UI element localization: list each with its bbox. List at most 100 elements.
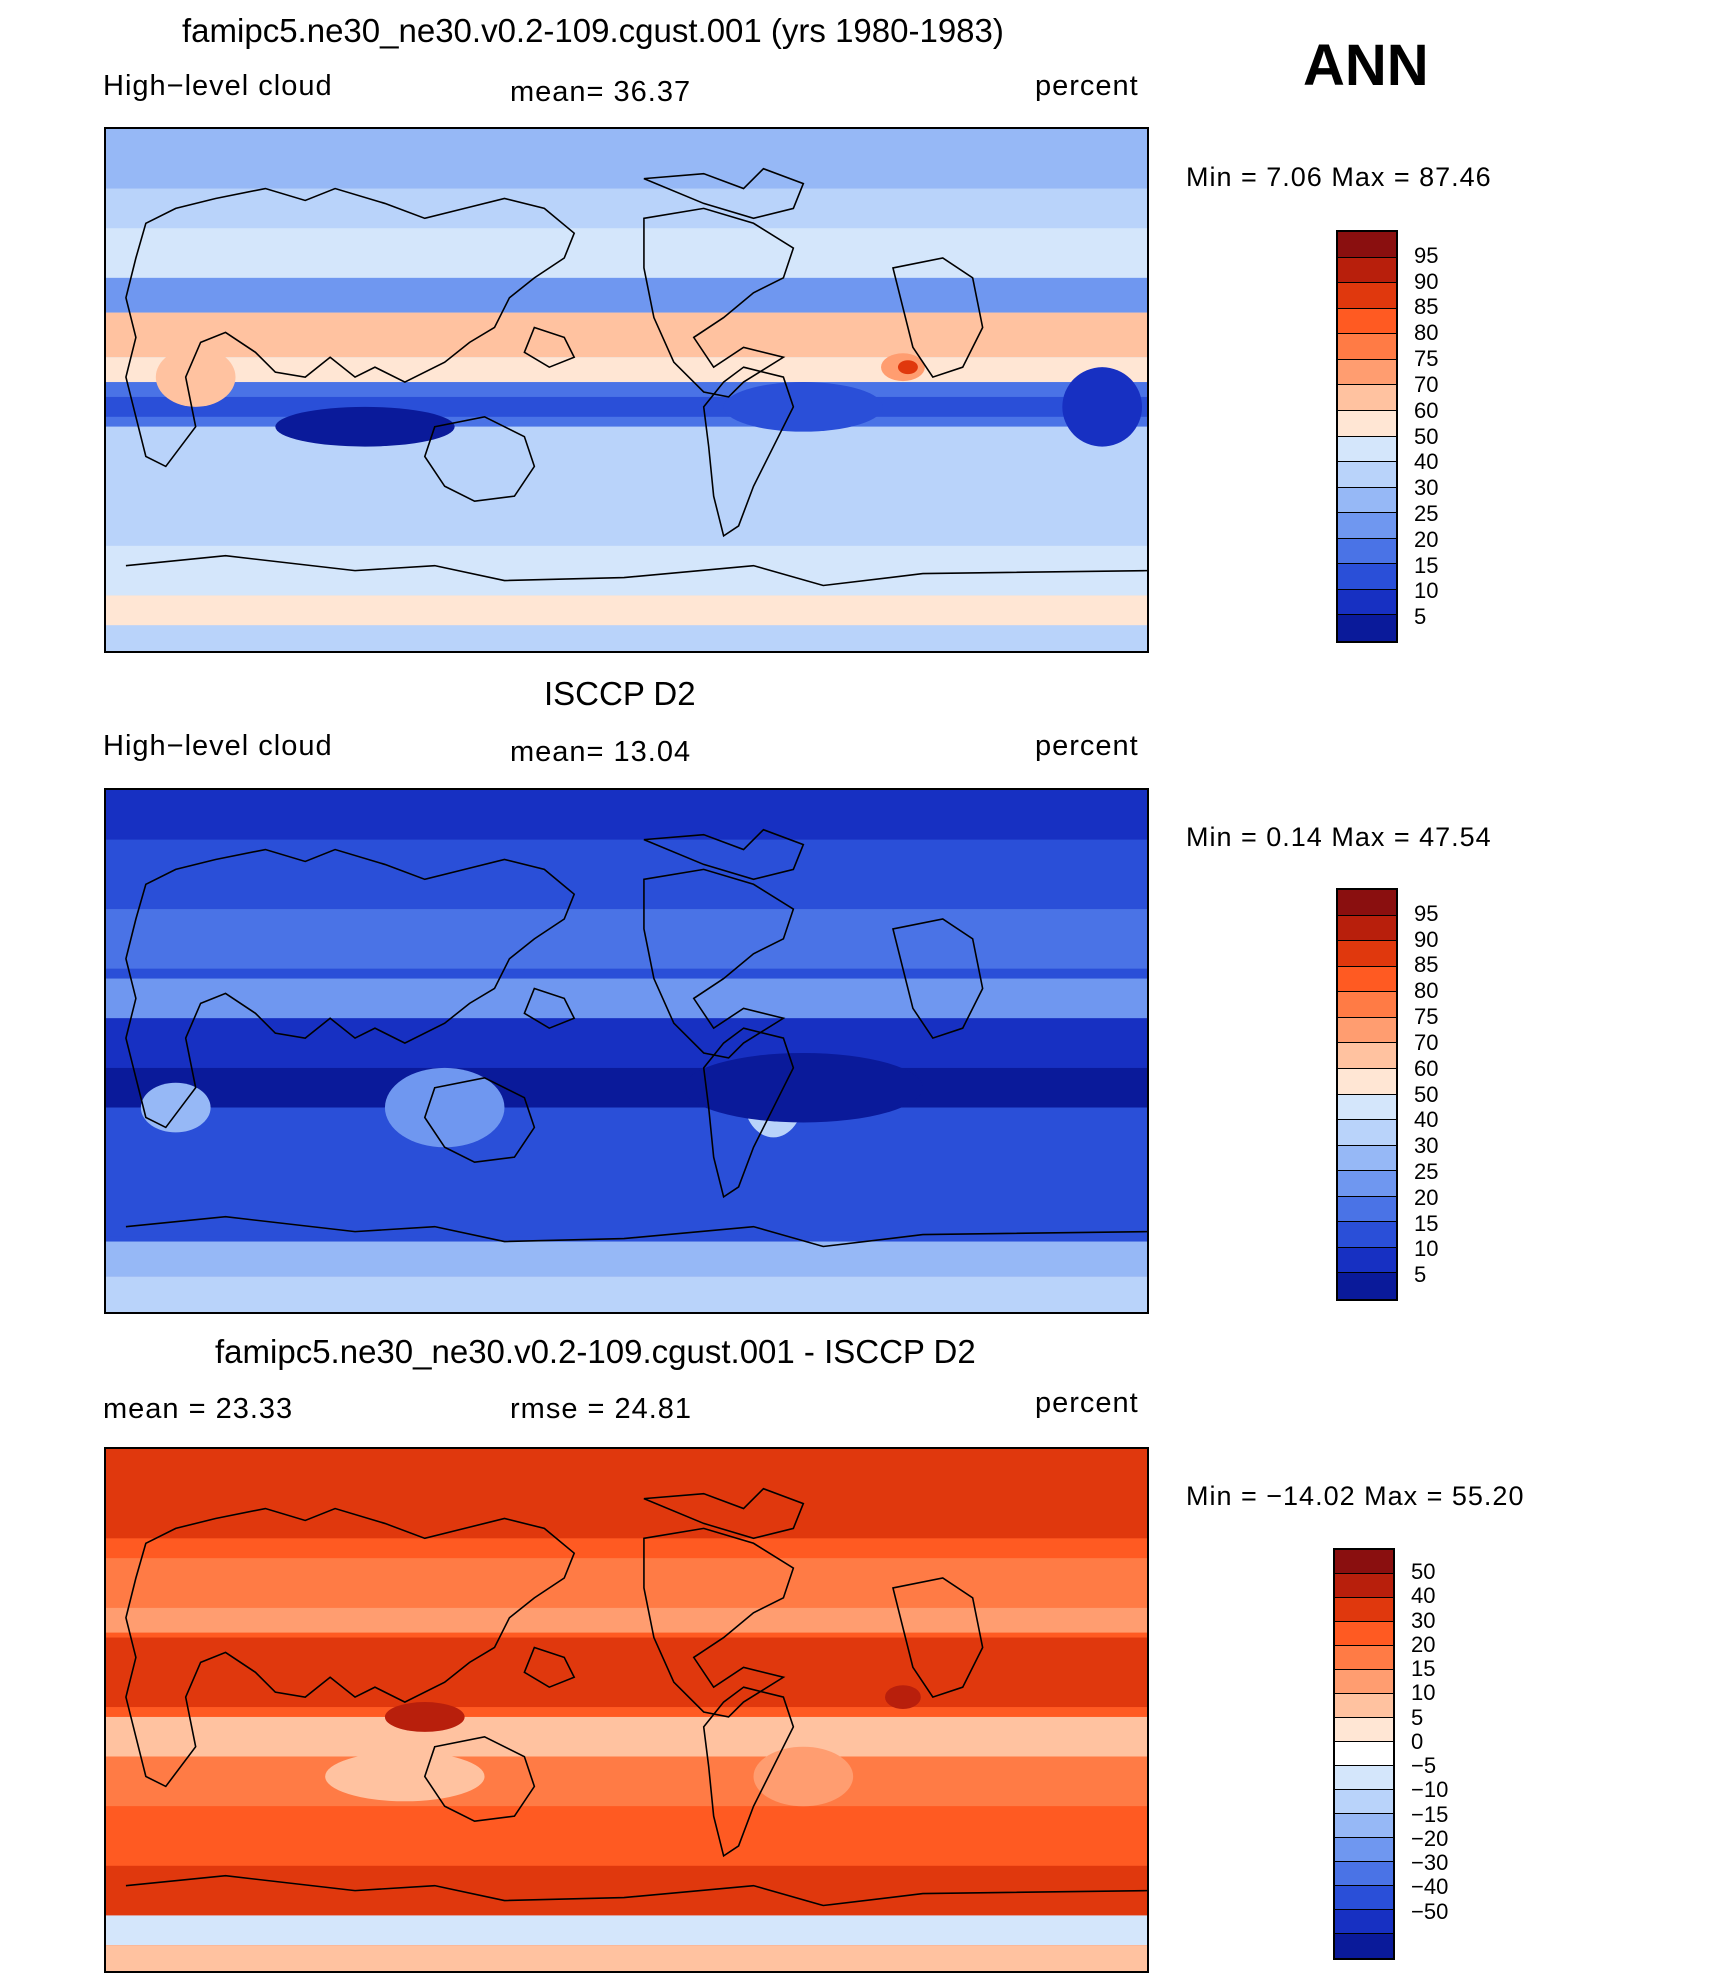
field-blob <box>723 382 884 432</box>
panel1-mean: mean= 36.37 <box>510 76 692 108</box>
season-label: ANN <box>1303 33 1429 98</box>
colorbar-label: −40 <box>1411 1874 1449 1900</box>
colorbar-label: 5 <box>1414 604 1427 630</box>
colorbar-swatch <box>1338 1017 1396 1044</box>
coastline <box>423 415 536 502</box>
colorbar-label: 95 <box>1414 242 1439 268</box>
colorbar-swatch <box>1338 1094 1396 1121</box>
coastline <box>643 1487 805 1540</box>
field-band <box>106 1558 1147 1608</box>
colorbar-swatch <box>1338 915 1396 942</box>
colorbar-swatch <box>1338 410 1396 437</box>
field-band <box>106 277 1147 313</box>
coastline <box>702 1027 795 1199</box>
panel1-units: percent <box>1035 70 1139 102</box>
coastline <box>523 987 576 1030</box>
colorbar-swatch <box>1338 941 1396 967</box>
field-blob <box>384 1702 465 1732</box>
field-band <box>106 1276 1147 1312</box>
coastline <box>643 868 795 1059</box>
colorbar-label: 20 <box>1411 1631 1436 1657</box>
colorbar-swatch <box>1338 589 1396 616</box>
colorbar-swatch <box>1338 283 1396 309</box>
colorbar-swatch <box>1338 308 1396 335</box>
colorbar-swatch <box>1335 1766 1393 1790</box>
colorbar-swatch <box>1338 1273 1396 1299</box>
colorbar-label: 30 <box>1411 1607 1436 1633</box>
colorbar-swatch <box>1338 487 1396 514</box>
panel3-minmax: Min = −14.02 Max = 55.20 <box>1186 1481 1525 1511</box>
panel2-colorbar <box>1336 888 1398 1301</box>
panel1-variable-label: High−level cloud <box>103 70 333 102</box>
colorbar-swatch <box>1335 1574 1393 1598</box>
coastline <box>643 167 805 220</box>
colorbar-label: 75 <box>1414 1004 1439 1030</box>
field-band <box>106 1067 1147 1108</box>
colorbar-swatch <box>1335 1910 1393 1934</box>
coastline <box>523 326 576 369</box>
colorbar-label: 60 <box>1414 1055 1439 1081</box>
colorbar-swatch <box>1335 1814 1393 1838</box>
field-band <box>106 357 1147 383</box>
colorbar-label: 10 <box>1411 1680 1436 1706</box>
colorbar-swatch <box>1338 1068 1396 1095</box>
colorbar-label: 85 <box>1414 952 1439 978</box>
colorbar-label: 40 <box>1414 1107 1439 1133</box>
colorbar-swatch <box>1338 1247 1396 1274</box>
colorbar-swatch <box>1338 232 1396 258</box>
colorbar-label: 15 <box>1411 1656 1436 1682</box>
field-band <box>106 1241 1147 1277</box>
colorbar-swatch <box>1338 385 1396 411</box>
panel2-variable-label: High−level cloud <box>103 730 333 762</box>
panel3-map <box>104 1447 1149 1973</box>
colorbar-swatch <box>1338 359 1396 386</box>
panel1-colorbar <box>1336 230 1398 643</box>
colorbar-label: 20 <box>1414 526 1439 552</box>
colorbar-label: 70 <box>1414 1029 1439 1055</box>
colorbar-swatch <box>1338 564 1396 590</box>
coastline <box>125 1874 1147 1907</box>
colorbar-swatch <box>1338 538 1396 565</box>
field-blob <box>275 406 455 447</box>
panel3-units: percent <box>1035 1387 1139 1419</box>
colorbar-label: 20 <box>1414 1184 1439 1210</box>
colorbar-label: −5 <box>1411 1753 1437 1779</box>
colorbar-swatch <box>1335 1550 1393 1574</box>
field-band <box>106 1945 1147 1971</box>
field-band <box>106 129 1147 189</box>
colorbar-label: 25 <box>1414 500 1439 526</box>
field-band <box>106 545 1147 596</box>
coastline <box>892 918 984 1040</box>
colorbar-label: 30 <box>1414 1133 1439 1159</box>
panel1-title: famipc5.ne30_ne30.v0.2-109.cgust.001 (yr… <box>182 12 1004 49</box>
colorbar-label: 5 <box>1411 1704 1424 1730</box>
colorbar-label: −15 <box>1411 1801 1449 1827</box>
colorbar-label: 50 <box>1414 423 1439 449</box>
colorbar-swatch <box>1338 1171 1396 1197</box>
coastline <box>892 1577 984 1699</box>
colorbar-label: −50 <box>1411 1898 1449 1924</box>
colorbar-label: 50 <box>1414 1081 1439 1107</box>
field-band <box>106 1607 1147 1633</box>
colorbar-swatch <box>1338 890 1396 916</box>
field-band <box>106 909 1147 969</box>
field-band <box>106 1806 1147 1866</box>
colorbar-label: 40 <box>1414 449 1439 475</box>
colorbar-label: 95 <box>1414 900 1439 926</box>
colorbar-swatch <box>1335 1694 1393 1718</box>
colorbar-label: 50 <box>1411 1559 1436 1585</box>
colorbar-label: 90 <box>1414 926 1439 952</box>
field-band <box>106 1865 1147 1916</box>
panel2-title: ISCCP D2 <box>544 675 696 712</box>
field-blob <box>325 1751 485 1802</box>
field-band <box>106 790 1147 840</box>
field-band <box>106 1018 1147 1068</box>
coastline <box>702 366 795 538</box>
colorbar-swatch <box>1335 1742 1393 1766</box>
field-band <box>106 1915 1147 1946</box>
field-band <box>106 1756 1147 1807</box>
field-blob <box>753 1746 854 1807</box>
field-blob <box>384 1067 505 1148</box>
colorbar-swatch <box>1338 1222 1396 1248</box>
colorbar-swatch <box>1335 1934 1393 1958</box>
